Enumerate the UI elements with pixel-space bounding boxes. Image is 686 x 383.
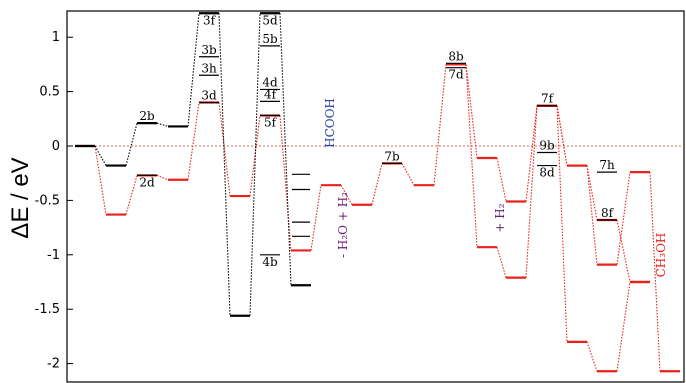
series-layer xyxy=(75,12,680,373)
transition-line xyxy=(556,105,568,166)
transition-line xyxy=(218,13,231,316)
transition-line xyxy=(249,13,261,316)
y-tick-label: 0.5 xyxy=(39,85,60,100)
transition-line xyxy=(616,219,631,283)
transition-line xyxy=(649,172,661,372)
transition-line xyxy=(433,64,447,186)
transition-line xyxy=(586,165,598,265)
transition-line xyxy=(496,157,507,202)
state-label-5d: 5d xyxy=(262,13,278,27)
transition-line xyxy=(94,145,107,166)
transition-line xyxy=(125,123,138,166)
state-label-8f: 8f xyxy=(601,206,615,220)
y-tick-label: -1 xyxy=(47,248,60,263)
y-tick-label: 1 xyxy=(52,30,60,45)
transition-line xyxy=(156,174,169,181)
transition-line xyxy=(156,122,169,127)
transition-line xyxy=(94,145,107,215)
y-tick-label: -1.5 xyxy=(35,302,60,317)
state-label-7d: 7d xyxy=(448,68,464,82)
transition-line xyxy=(401,163,415,186)
series-0 xyxy=(75,63,650,284)
state-label-3f: 3f xyxy=(203,13,217,27)
state-label-5b: 5b xyxy=(262,32,278,46)
y-axis-ticks: 1 0.5 0 -0.5 -1 -1.5 -2 xyxy=(35,30,73,372)
plot-frame xyxy=(66,10,685,383)
y-tick-label: -0.5 xyxy=(35,193,60,208)
transition-line xyxy=(465,64,478,159)
state-label-3b: 3b xyxy=(201,43,217,57)
transition-line xyxy=(279,115,292,251)
annotation-h2: + H₂ xyxy=(493,203,507,232)
transition-line xyxy=(465,64,478,248)
state-label-7h: 7h xyxy=(599,158,615,172)
annotation-hcooh: HCOOH xyxy=(323,98,337,148)
state-label-2b: 2b xyxy=(139,109,155,123)
state-label-4d: 4d xyxy=(262,75,278,89)
annotation-h2o: - H₂O + H₂ xyxy=(336,192,350,258)
state-label-4b: 4b xyxy=(262,255,278,269)
y-axis-label: ΔE / eV xyxy=(7,157,34,238)
state-label-4f: 4f xyxy=(264,87,278,101)
state-label-5f: 5f xyxy=(264,116,278,130)
transition-line xyxy=(525,105,538,202)
transition-line xyxy=(371,163,383,205)
transition-line xyxy=(586,165,598,221)
state-label-7b: 7b xyxy=(384,149,400,163)
state-label-9b: 9b xyxy=(539,139,555,153)
state-label-3h: 3h xyxy=(201,61,217,75)
transition-line xyxy=(187,102,200,180)
state-label-3d: 3d xyxy=(201,88,217,102)
transition-line xyxy=(496,247,507,278)
levels-layer xyxy=(292,173,310,237)
transition-line xyxy=(616,172,631,265)
y-tick-label: -2 xyxy=(47,357,60,372)
transition-line xyxy=(586,341,598,372)
annotations-layer: HCOOH - H₂O + H₂ + H₂ CH₃OH xyxy=(323,98,668,277)
series-1 xyxy=(446,63,650,373)
transition-line xyxy=(340,184,353,206)
y-tick-label: 0 xyxy=(52,139,60,154)
state-label-8d: 8d xyxy=(539,166,555,180)
transition-line xyxy=(556,105,568,342)
state-label-8b: 8b xyxy=(448,49,464,63)
transition-line xyxy=(187,13,200,127)
state-label-2d: 2d xyxy=(139,175,155,189)
transition-line xyxy=(310,185,322,251)
state-label-7f: 7f xyxy=(541,92,555,106)
transition-line xyxy=(279,13,292,286)
transition-line xyxy=(616,281,631,372)
series-3 xyxy=(75,12,311,317)
transition-line xyxy=(125,175,138,215)
transition-line xyxy=(218,102,231,197)
annotation-ch3oh: CH₃OH xyxy=(654,233,668,278)
